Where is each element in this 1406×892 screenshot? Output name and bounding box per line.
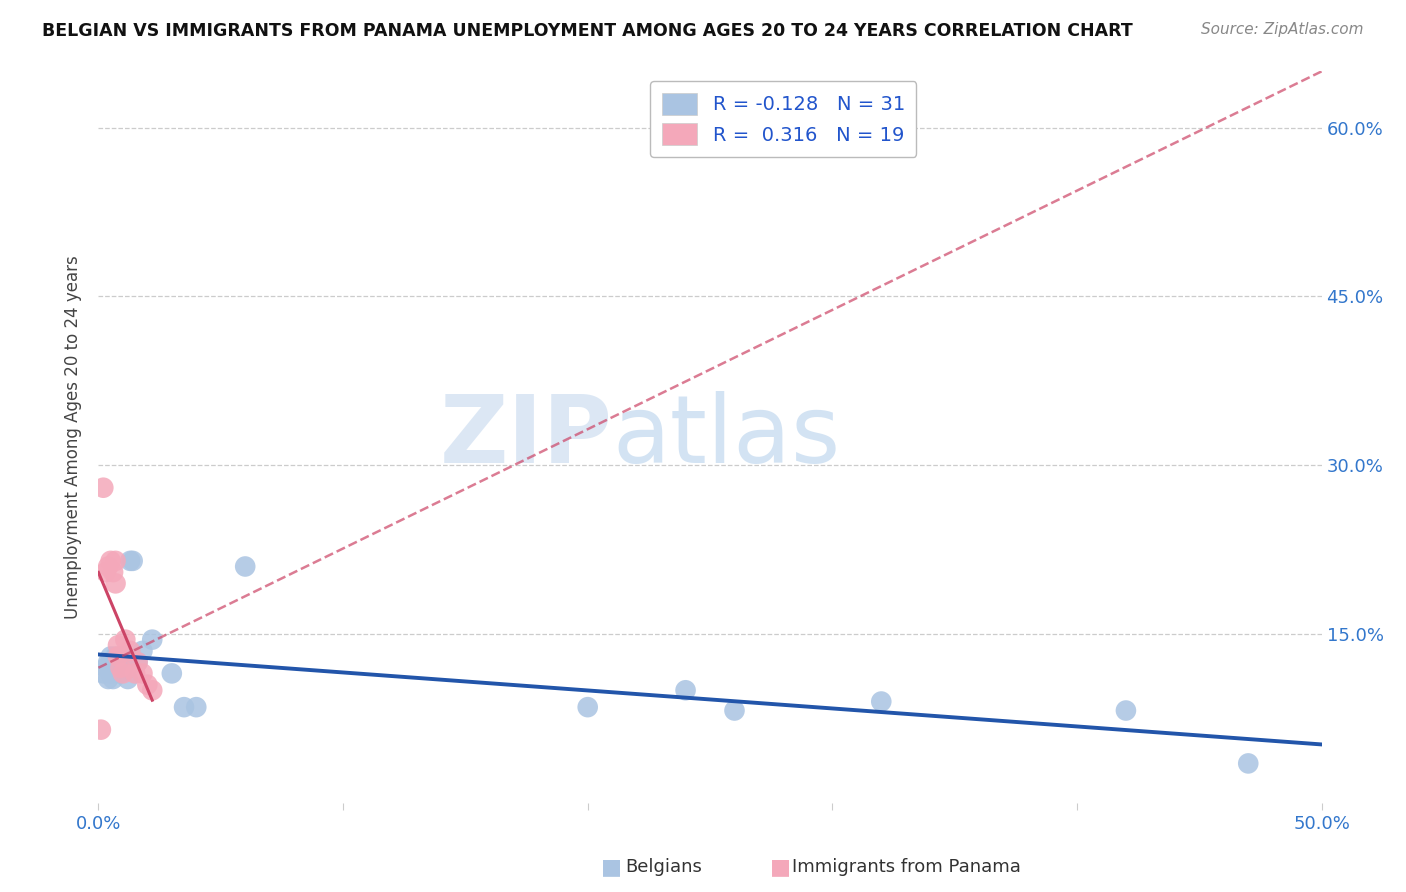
Point: [141, 683, 163, 698]
Legend: R = -0.128   N = 31, R =  0.316   N = 19: R = -0.128 N = 31, R = 0.316 N = 19: [651, 81, 917, 157]
Point: [101, 661, 124, 675]
Point: [120, 554, 142, 568]
Text: ■: ■: [602, 857, 621, 877]
Point: [90, 723, 112, 737]
Point: [124, 666, 146, 681]
Point: [100, 554, 122, 568]
Point: [110, 666, 132, 681]
Point: [100, 666, 122, 681]
Point: [114, 655, 136, 669]
Point: [173, 700, 195, 714]
Point: [121, 554, 143, 568]
Y-axis label: Unemployment Among Ages 20 to 24 years: Unemployment Among Ages 20 to 24 years: [65, 255, 83, 619]
Point: [104, 576, 127, 591]
Text: Source: ZipAtlas.com: Source: ZipAtlas.com: [1201, 22, 1364, 37]
Point: [160, 666, 183, 681]
Point: [111, 666, 134, 681]
Point: [101, 565, 124, 579]
Point: [110, 661, 132, 675]
Point: [91, 481, 114, 495]
Point: [104, 554, 127, 568]
Text: Immigrants from Panama: Immigrants from Panama: [792, 858, 1021, 876]
Text: atlas: atlas: [612, 391, 841, 483]
Point: [127, 655, 149, 669]
Point: [120, 644, 142, 658]
Point: [107, 649, 129, 664]
Point: [97, 559, 120, 574]
Text: Belgians: Belgians: [626, 858, 703, 876]
Point: [233, 559, 256, 574]
Point: [111, 649, 134, 664]
Point: [91, 666, 114, 681]
Point: [131, 644, 153, 658]
Text: BELGIAN VS IMMIGRANTS FROM PANAMA UNEMPLOYMENT AMONG AGES 20 TO 24 YEARS CORRELA: BELGIAN VS IMMIGRANTS FROM PANAMA UNEMPL…: [42, 22, 1133, 40]
Point: [97, 672, 120, 686]
Text: ZIP: ZIP: [439, 391, 612, 483]
Point: [141, 632, 163, 647]
Point: [114, 632, 136, 647]
Text: ■: ■: [770, 857, 790, 877]
Point: [870, 694, 893, 708]
Point: [101, 672, 124, 686]
Point: [723, 704, 745, 718]
Point: [117, 672, 139, 686]
Point: [97, 655, 120, 669]
Point: [94, 565, 117, 579]
Point: [100, 649, 122, 664]
Point: [107, 661, 129, 675]
Point: [576, 700, 599, 714]
Point: [675, 683, 697, 698]
Point: [136, 678, 159, 692]
Point: [1237, 756, 1260, 771]
Point: [131, 666, 153, 681]
Point: [127, 655, 149, 669]
Point: [104, 655, 127, 669]
Point: [107, 638, 129, 652]
Point: [94, 661, 117, 675]
Point: [104, 649, 127, 664]
Point: [111, 661, 134, 675]
Point: [186, 700, 208, 714]
Point: [1115, 704, 1137, 718]
